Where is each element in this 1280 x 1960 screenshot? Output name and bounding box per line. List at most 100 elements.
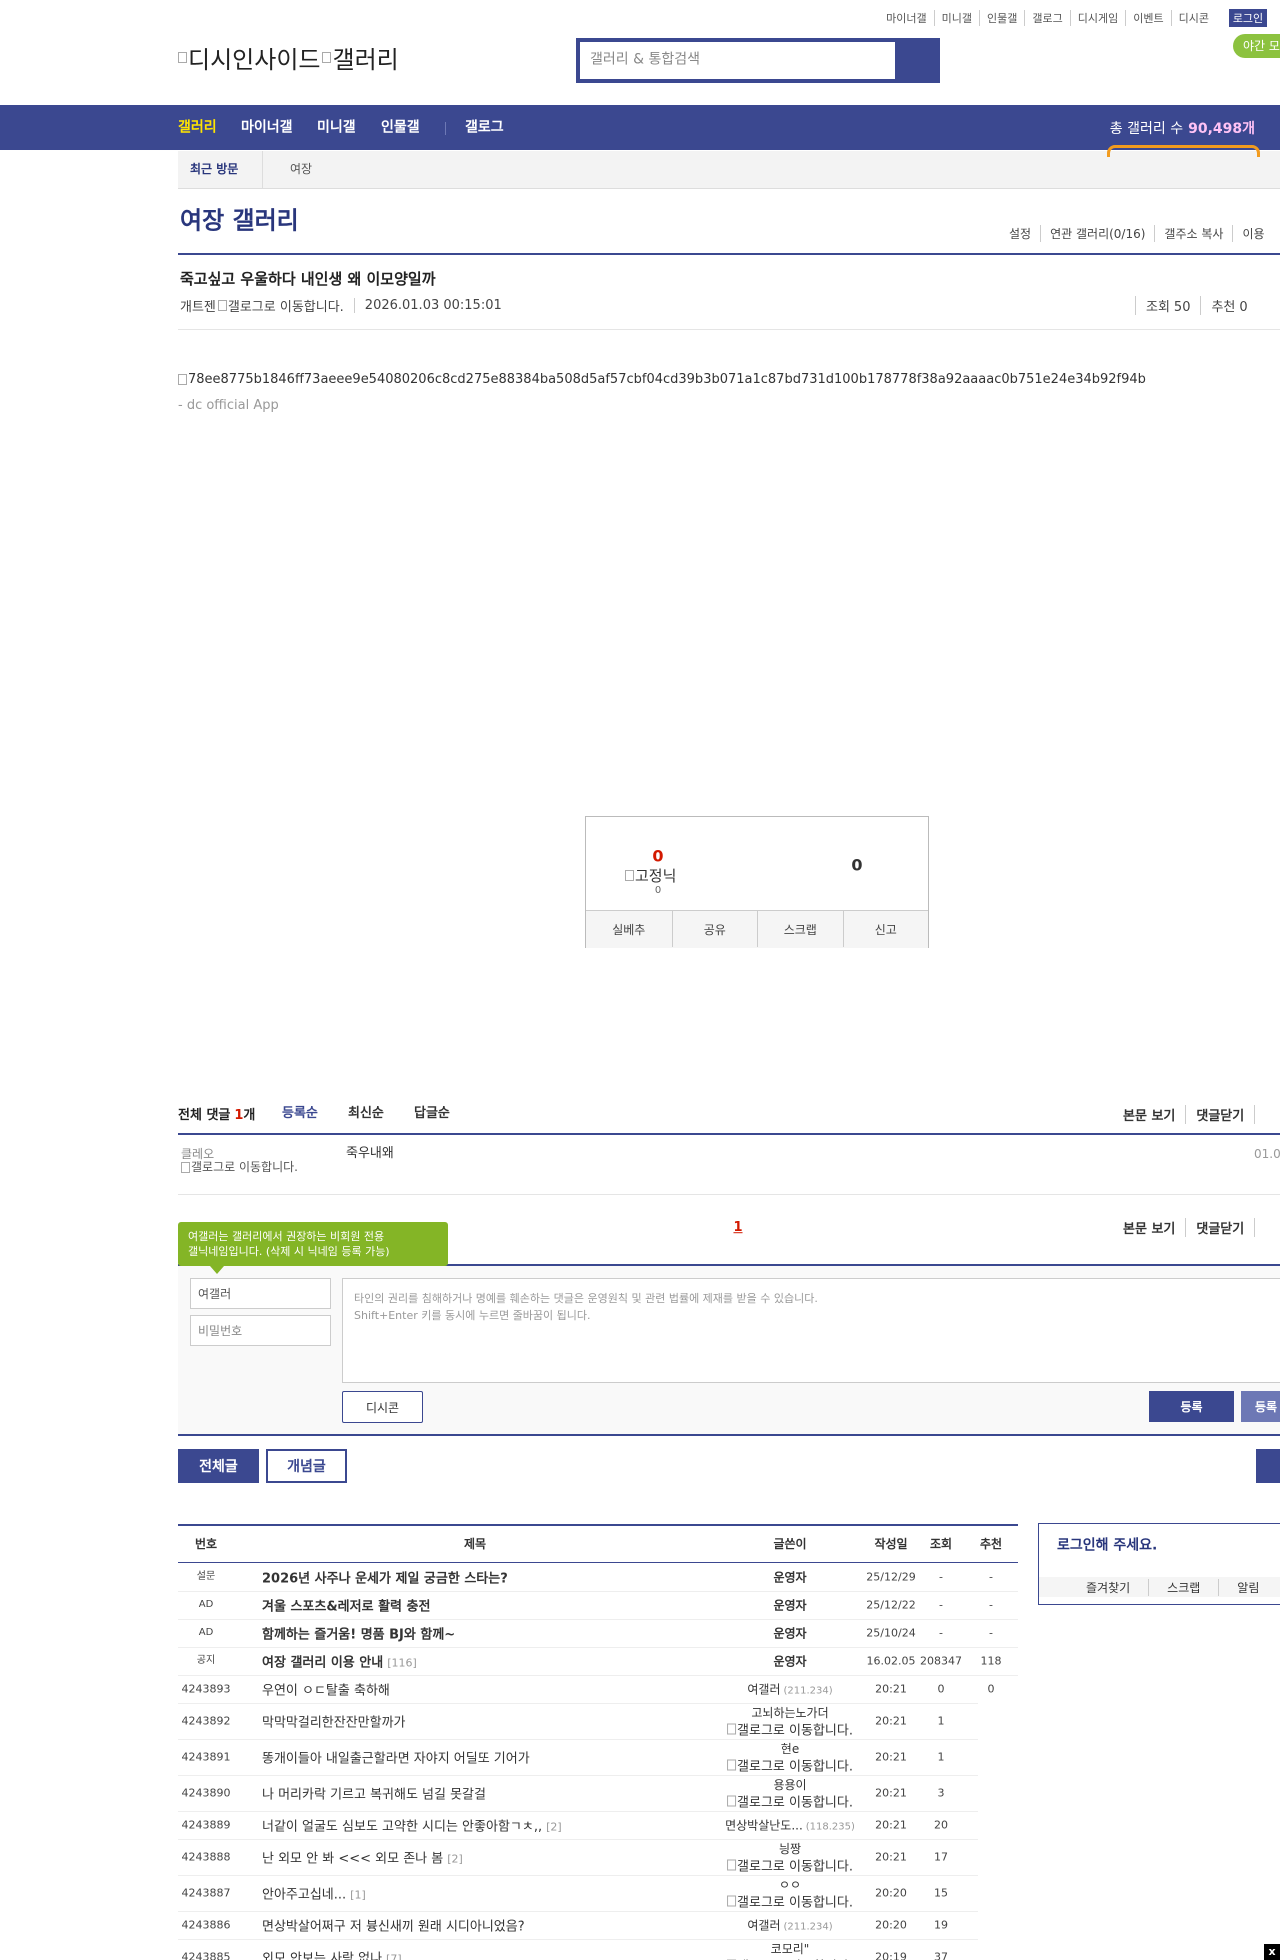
- row-title[interactable]: 나 머리카락 기르고 복귀해도 넘길 못갈걸: [262, 1784, 486, 1803]
- row-views: 15: [934, 1886, 948, 1900]
- comment-sort[interactable]: 답글순: [414, 1106, 450, 1122]
- comment-action[interactable]: 댓글닫기: [1186, 1105, 1256, 1124]
- row-title[interactable]: 우연이 ㅇㄷ탈출 축하해: [262, 1680, 390, 1699]
- vote-button[interactable]: 공유: [671, 911, 758, 947]
- row-title[interactable]: 똥개이들아 내일출근할라면 자야지 어딜또 기어가: [262, 1748, 530, 1767]
- comment-action[interactable]: 본문 보기: [1115, 1218, 1187, 1237]
- row-gallog-alt: 갤로그로 이동합니다.: [737, 1859, 853, 1875]
- top-link[interactable]: 인물갤: [979, 10, 1024, 26]
- search-input[interactable]: [580, 42, 895, 79]
- dccon-button[interactable]: 디시콘: [342, 1391, 423, 1423]
- row-number: 공지: [196, 1655, 216, 1666]
- row-writer-ip: (211.234): [783, 1921, 833, 1933]
- row-writer: ㅇㅇ: [778, 1877, 802, 1892]
- nav-item[interactable]: 마이너갤: [241, 119, 293, 136]
- list-tab[interactable]: 전체글: [178, 1449, 259, 1483]
- gallery-title: 여장 갤러리: [180, 206, 299, 235]
- nav-item[interactable]: 미니갤: [317, 119, 356, 136]
- nav-item[interactable]: 인물갤: [381, 119, 420, 136]
- top-link[interactable]: 이벤트: [1125, 10, 1170, 26]
- vote-up-count: 0: [652, 846, 664, 866]
- row-title[interactable]: 겨울 스포츠&레저로 활력 충전: [262, 1596, 430, 1615]
- gallery-tool[interactable]: 연관 갤러리(0/16): [1040, 225, 1154, 242]
- recent-divider: [262, 151, 263, 188]
- night-mode[interactable]: 야간 모드: [1243, 38, 1280, 53]
- row-title-text: 외모 안보는 사람 없나: [262, 1951, 383, 1960]
- logo-gallery: 갤러리: [322, 40, 399, 75]
- login-link[interactable]: 알림: [1218, 1578, 1277, 1596]
- login-link[interactable]: 즐겨찾기: [1086, 1580, 1131, 1595]
- tooltip-line: 갤닉네임입니다. (삭제 시 닉네임 등록 가능): [188, 1245, 390, 1259]
- row-title[interactable]: 2026년 사주나 운세가 제일 궁금한 스타는?: [262, 1568, 508, 1587]
- recent-item[interactable]: 여장: [290, 161, 313, 176]
- nickname-input[interactable]: 여갤러: [190, 1278, 331, 1309]
- row-number: 4243887: [181, 1886, 231, 1900]
- row-title[interactable]: 여장 갤러리 이용 안내 [116]: [262, 1652, 417, 1671]
- gallery-tool[interactable]: 이용: [1232, 225, 1273, 242]
- top-link[interactable]: 디시게임: [1069, 10, 1125, 26]
- row-gallog-alt: 갤로그로 이동합니다.: [737, 1759, 853, 1775]
- night-mode-pill[interactable]: [1233, 34, 1280, 58]
- list-tab-right[interactable]: [1256, 1449, 1280, 1483]
- comment-rule: [178, 1133, 1280, 1135]
- row-date: 20:20: [875, 1918, 907, 1932]
- row-number: 4243890: [181, 1786, 231, 1800]
- login-link[interactable]: 스크랩: [1148, 1578, 1218, 1596]
- row-writer: 여갤러 (211.234): [747, 1917, 832, 1934]
- nav-item[interactable]: 갤로그: [465, 119, 504, 136]
- gallery-tool[interactable]: 갤주소 복사: [1154, 225, 1232, 242]
- row-date: 20:21: [875, 1818, 907, 1832]
- gallery-tool[interactable]: 설정: [1009, 227, 1032, 241]
- row-title[interactable]: 면상박살어쩌구 저 븅신새끼 원래 시디아니었음?: [262, 1916, 525, 1935]
- row-title[interactable]: 너같이 얼굴도 심보도 고약한 시디는 안좋아함ㄱㅊ,, [2]: [262, 1816, 562, 1835]
- comment-sort[interactable]: 최신순: [348, 1106, 384, 1122]
- close-icon[interactable]: x: [1264, 1944, 1280, 1960]
- comment-sort[interactable]: 등록순: [282, 1106, 318, 1122]
- broken-image-icon: [178, 374, 187, 385]
- row-views: 208347: [920, 1654, 962, 1668]
- list-tab[interactable]: 개념글: [266, 1449, 347, 1483]
- row-rule: [178, 1939, 978, 1940]
- comment-action[interactable]: 댓글닫기: [1186, 1218, 1256, 1237]
- submit-button-2[interactable]: 등록: [1241, 1391, 1280, 1422]
- row-writer: 운영자: [773, 1653, 806, 1670]
- vote-button[interactable]: 스크랩: [757, 911, 843, 947]
- row-rule: [178, 1647, 1018, 1648]
- comment-action[interactable]: 본문 보기: [1115, 1105, 1187, 1124]
- post-gallog-alt: 갤로그로 이동합니다.: [227, 300, 344, 315]
- row-rule: [178, 1703, 978, 1704]
- comment-textarea[interactable]: 타인의 권리를 침해하거나 명예를 훼손하는 댓글은 운영원칙 및 관련 법률에…: [342, 1278, 1280, 1383]
- row-date: 20:21: [875, 1850, 907, 1864]
- row-title[interactable]: 외모 안보는 사람 없나 [7]: [262, 1948, 402, 1960]
- logo-gallery-alt: 갤러리: [332, 46, 399, 74]
- row-number: AD: [198, 1627, 214, 1638]
- top-link[interactable]: 디시콘: [1170, 10, 1216, 26]
- row-title[interactable]: 막막막걸리한잔잔만할까가: [262, 1712, 406, 1731]
- top-link[interactable]: 갤로그: [1024, 10, 1069, 26]
- submit-button[interactable]: 등록: [1149, 1391, 1234, 1422]
- password-input[interactable]: 비밀번호: [190, 1315, 331, 1346]
- row-title[interactable]: 함께하는 즐거움! 명품 BJ와 함께~: [262, 1624, 455, 1643]
- login-links: 즐겨찾기 스크랩 알림: [1039, 1577, 1280, 1597]
- login-button[interactable]: 로그인: [1229, 9, 1267, 27]
- vote-button[interactable]: 실베추: [612, 922, 646, 937]
- vote-button[interactable]: 신고: [842, 911, 929, 947]
- row-title[interactable]: 난 외모 안 봐 <<< 외모 존나 봄 [2]: [262, 1848, 463, 1867]
- top-link[interactable]: 마이너갤: [886, 12, 927, 25]
- comment-page[interactable]: 1: [733, 1220, 743, 1236]
- row-views: -: [939, 1598, 943, 1612]
- row-date: 16.02.05: [866, 1654, 916, 1668]
- views-value: 50: [1173, 300, 1191, 315]
- top-link[interactable]: 미니갤: [933, 10, 979, 26]
- comment-actions: 본문 보기 댓글닫기: [1115, 1218, 1256, 1237]
- nav-item[interactable]: 갤러리: [178, 119, 217, 136]
- title-rule: [178, 253, 1280, 255]
- post-recommend: 추천 0: [1200, 296, 1257, 315]
- broken-image-icon: [727, 1795, 737, 1807]
- comment-gallog: 갤로그로 이동합니다.: [181, 1160, 301, 1176]
- post-meta: 개트젠 갤로그로 이동합니다. 2026.01.03 00:15:01: [180, 296, 502, 315]
- row-title[interactable]: 안아주고십네... [1]: [262, 1884, 366, 1903]
- fixed-count: 0: [654, 885, 662, 896]
